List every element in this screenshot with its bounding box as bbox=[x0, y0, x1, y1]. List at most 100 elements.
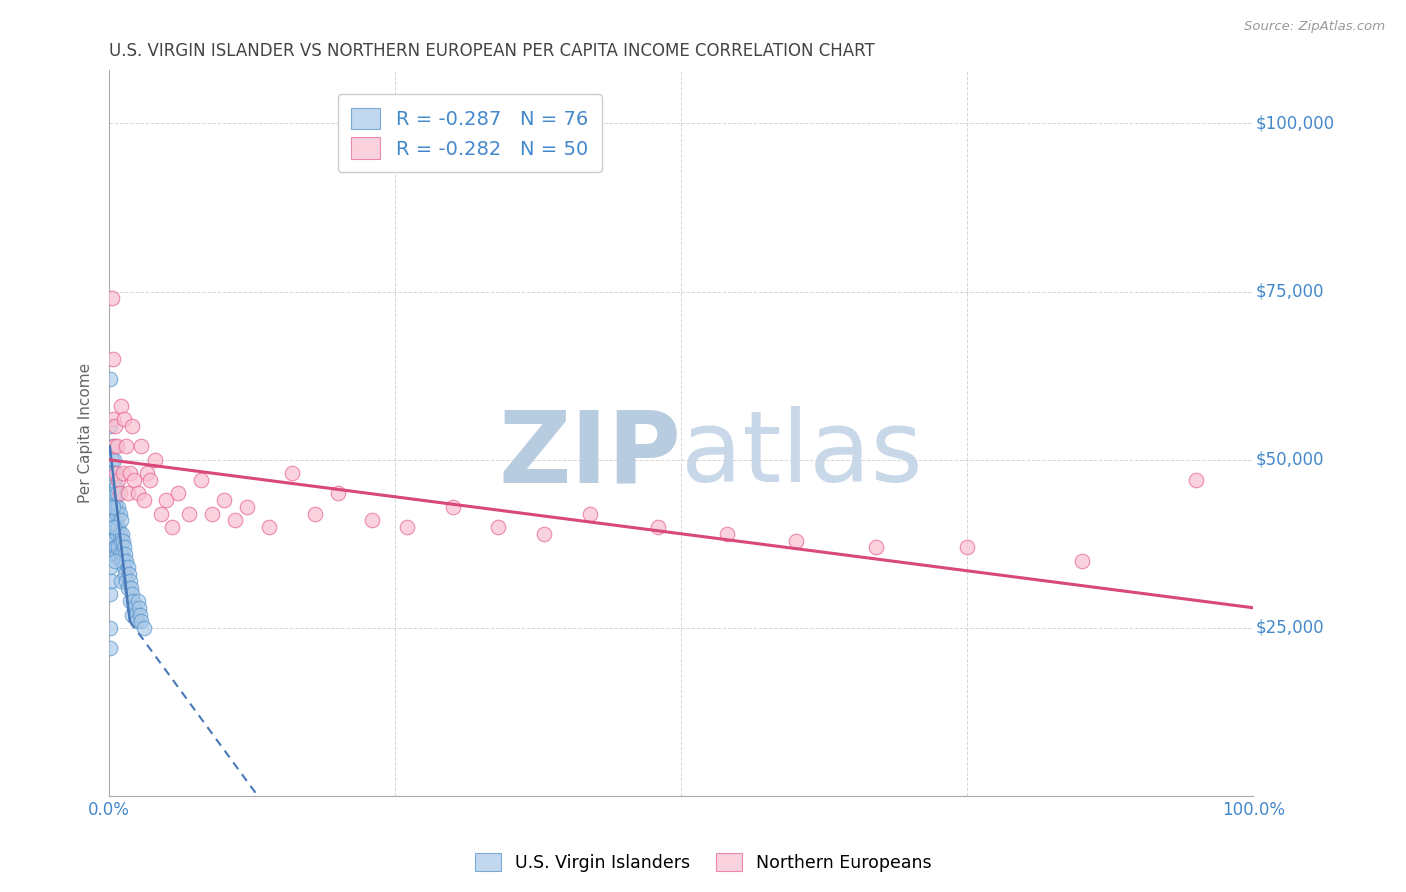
Point bbox=[105, 467, 128, 481]
Point bbox=[132, 621, 155, 635]
Point bbox=[105, 547, 128, 561]
Point bbox=[716, 526, 738, 541]
Point bbox=[110, 554, 132, 568]
Point bbox=[115, 554, 138, 568]
Point bbox=[114, 547, 136, 561]
Point bbox=[121, 607, 143, 622]
Point bbox=[98, 641, 121, 656]
Point bbox=[865, 541, 887, 555]
Point bbox=[110, 399, 132, 413]
Point bbox=[107, 500, 129, 514]
Point bbox=[111, 533, 134, 548]
Point bbox=[647, 520, 669, 534]
Point bbox=[98, 621, 121, 635]
Point bbox=[101, 467, 124, 481]
Point bbox=[108, 526, 131, 541]
Point bbox=[108, 507, 131, 521]
Point bbox=[132, 493, 155, 508]
Point bbox=[190, 473, 212, 487]
Point bbox=[110, 533, 132, 548]
Point bbox=[281, 467, 304, 481]
Point bbox=[104, 520, 127, 534]
Point bbox=[101, 412, 124, 426]
Point bbox=[103, 520, 125, 534]
Point bbox=[104, 541, 127, 555]
Point bbox=[115, 439, 138, 453]
Point bbox=[100, 467, 122, 481]
Point bbox=[100, 291, 122, 305]
Point bbox=[107, 473, 129, 487]
Point bbox=[128, 600, 150, 615]
Point bbox=[101, 500, 124, 514]
Point bbox=[100, 547, 122, 561]
Point bbox=[101, 439, 124, 453]
Point bbox=[105, 486, 128, 500]
Point bbox=[104, 554, 127, 568]
Text: ZIP: ZIP bbox=[499, 406, 682, 503]
Point bbox=[117, 486, 139, 500]
Point bbox=[486, 520, 509, 534]
Point bbox=[118, 574, 141, 588]
Point bbox=[127, 486, 149, 500]
Y-axis label: Per Capita Income: Per Capita Income bbox=[79, 363, 93, 503]
Point bbox=[108, 486, 131, 500]
Point bbox=[105, 439, 128, 453]
Point bbox=[149, 507, 172, 521]
Point bbox=[98, 372, 121, 386]
Point bbox=[143, 452, 166, 467]
Point bbox=[395, 520, 418, 534]
Point bbox=[111, 526, 134, 541]
Point bbox=[117, 581, 139, 595]
Point bbox=[105, 520, 128, 534]
Point bbox=[105, 480, 128, 494]
Point bbox=[104, 486, 127, 500]
Point bbox=[100, 520, 122, 534]
Text: $25,000: $25,000 bbox=[1256, 619, 1324, 637]
Point bbox=[104, 500, 127, 514]
Point bbox=[105, 500, 128, 514]
Point bbox=[129, 607, 152, 622]
Point bbox=[100, 473, 122, 487]
Point bbox=[304, 507, 326, 521]
Point bbox=[201, 507, 224, 521]
Point bbox=[121, 587, 143, 601]
Point bbox=[110, 513, 132, 527]
Point bbox=[118, 594, 141, 608]
Point bbox=[956, 541, 979, 555]
Point bbox=[100, 493, 122, 508]
Point bbox=[112, 541, 135, 555]
Point bbox=[1070, 554, 1092, 568]
Point bbox=[101, 351, 124, 366]
Point bbox=[112, 412, 135, 426]
Point bbox=[114, 567, 136, 582]
Point bbox=[111, 547, 134, 561]
Point bbox=[100, 533, 122, 548]
Point bbox=[100, 560, 122, 574]
Point bbox=[578, 507, 600, 521]
Point bbox=[103, 473, 125, 487]
Point bbox=[103, 493, 125, 508]
Point bbox=[103, 513, 125, 527]
Point bbox=[101, 533, 124, 548]
Point bbox=[105, 526, 128, 541]
Point bbox=[108, 547, 131, 561]
Point bbox=[105, 541, 128, 555]
Point bbox=[110, 574, 132, 588]
Text: $100,000: $100,000 bbox=[1256, 114, 1334, 133]
Point bbox=[124, 600, 146, 615]
Point bbox=[107, 520, 129, 534]
Point bbox=[259, 520, 281, 534]
Text: U.S. VIRGIN ISLANDER VS NORTHERN EUROPEAN PER CAPITA INCOME CORRELATION CHART: U.S. VIRGIN ISLANDER VS NORTHERN EUROPEA… bbox=[110, 42, 875, 60]
Point bbox=[136, 467, 159, 481]
Point bbox=[121, 419, 143, 434]
Point bbox=[785, 533, 807, 548]
Point bbox=[117, 560, 139, 574]
Point bbox=[104, 419, 127, 434]
Point bbox=[103, 452, 125, 467]
Point bbox=[124, 473, 146, 487]
Point bbox=[104, 467, 127, 481]
Point bbox=[326, 486, 349, 500]
Point bbox=[107, 541, 129, 555]
Point bbox=[127, 594, 149, 608]
Text: $50,000: $50,000 bbox=[1256, 450, 1324, 469]
